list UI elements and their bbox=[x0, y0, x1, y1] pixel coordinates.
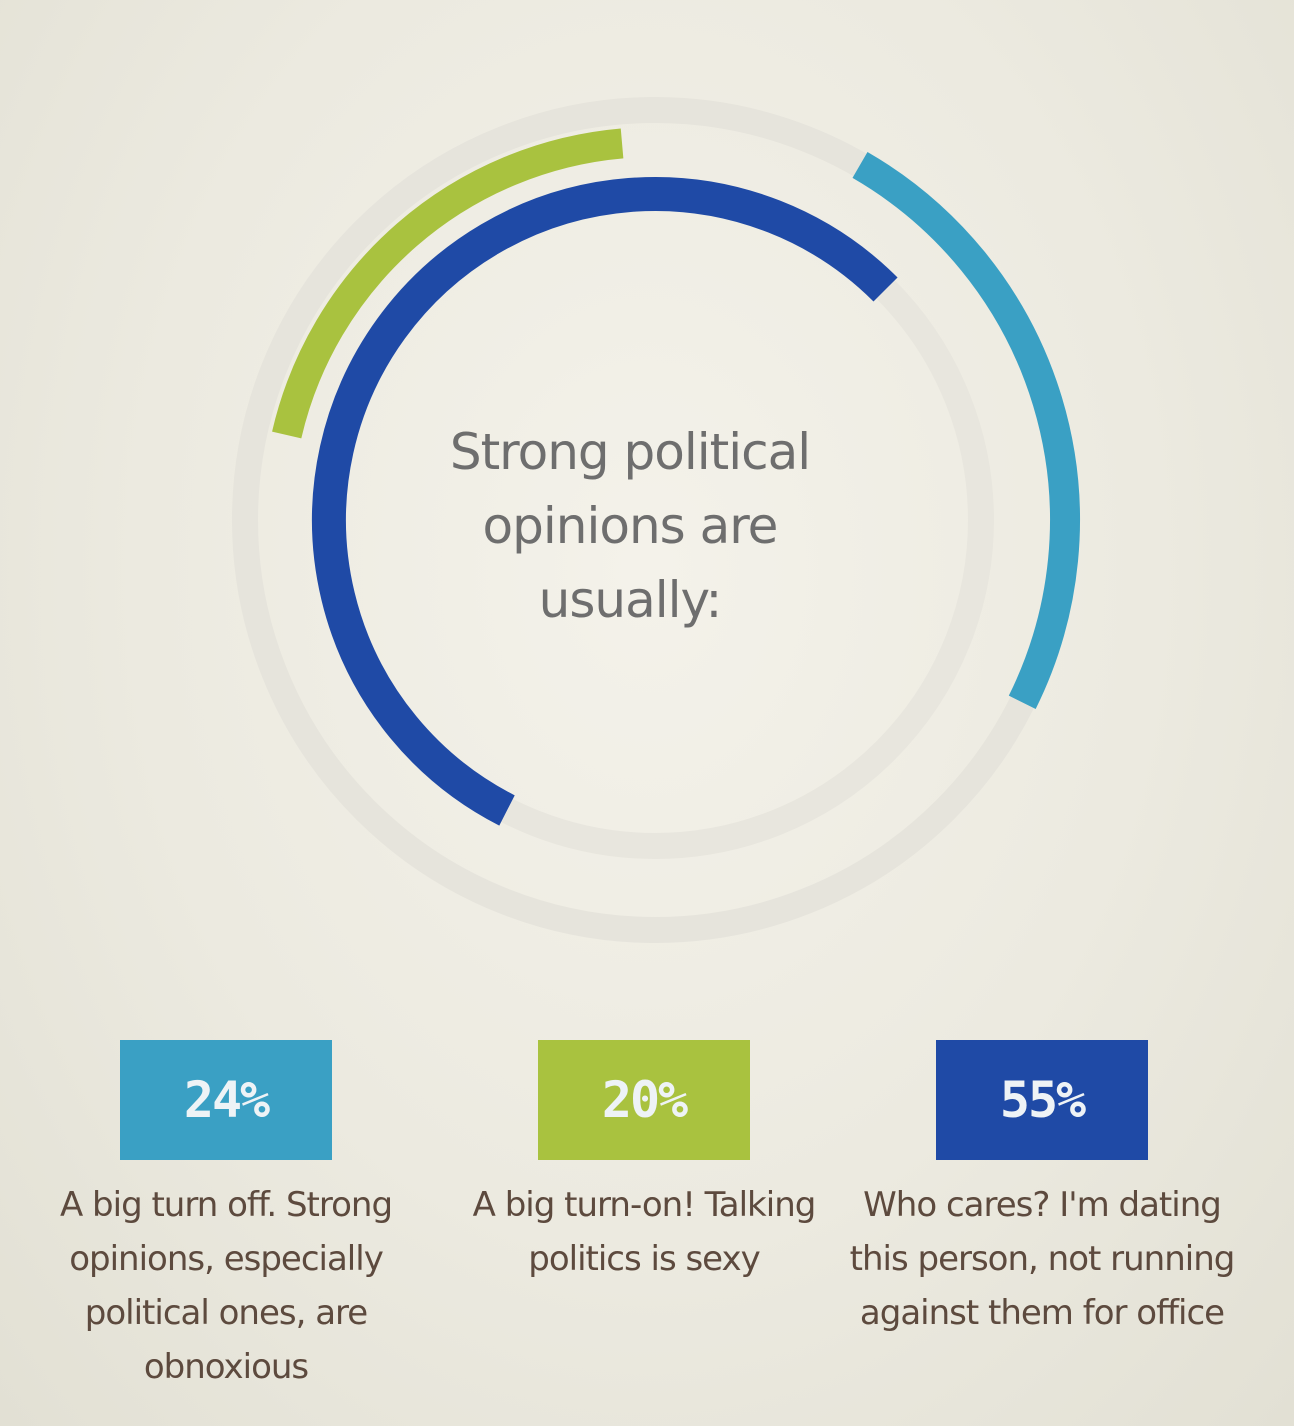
legend-value-turn-off: 24% bbox=[120, 1040, 332, 1160]
legend-item-turn-on: 20% A big turn-on! Talking politics is s… bbox=[434, 1040, 854, 1286]
arc-turn-on bbox=[272, 128, 624, 439]
arc-who-cares bbox=[312, 177, 898, 826]
legend-item-who-cares: 55% Who cares? I'm dating this person, n… bbox=[832, 1040, 1252, 1340]
legend-item-turn-off: 24% A big turn off. Strong opinions, esp… bbox=[16, 1040, 436, 1394]
legend-label-who-cares: Who cares? I'm dating this person, not r… bbox=[849, 1185, 1236, 1333]
legend-value-who-cares: 55% bbox=[936, 1040, 1148, 1160]
arc-turn-off bbox=[852, 151, 1080, 709]
legend-label-turn-off: A big turn off. Strong opinions, especia… bbox=[59, 1185, 393, 1387]
legend-label-turn-on: A big turn-on! Talking politics is sexy bbox=[472, 1185, 817, 1279]
legend-value-turn-on: 20% bbox=[538, 1040, 750, 1160]
chart-title: Strong political opinions are usually: bbox=[449, 423, 811, 629]
